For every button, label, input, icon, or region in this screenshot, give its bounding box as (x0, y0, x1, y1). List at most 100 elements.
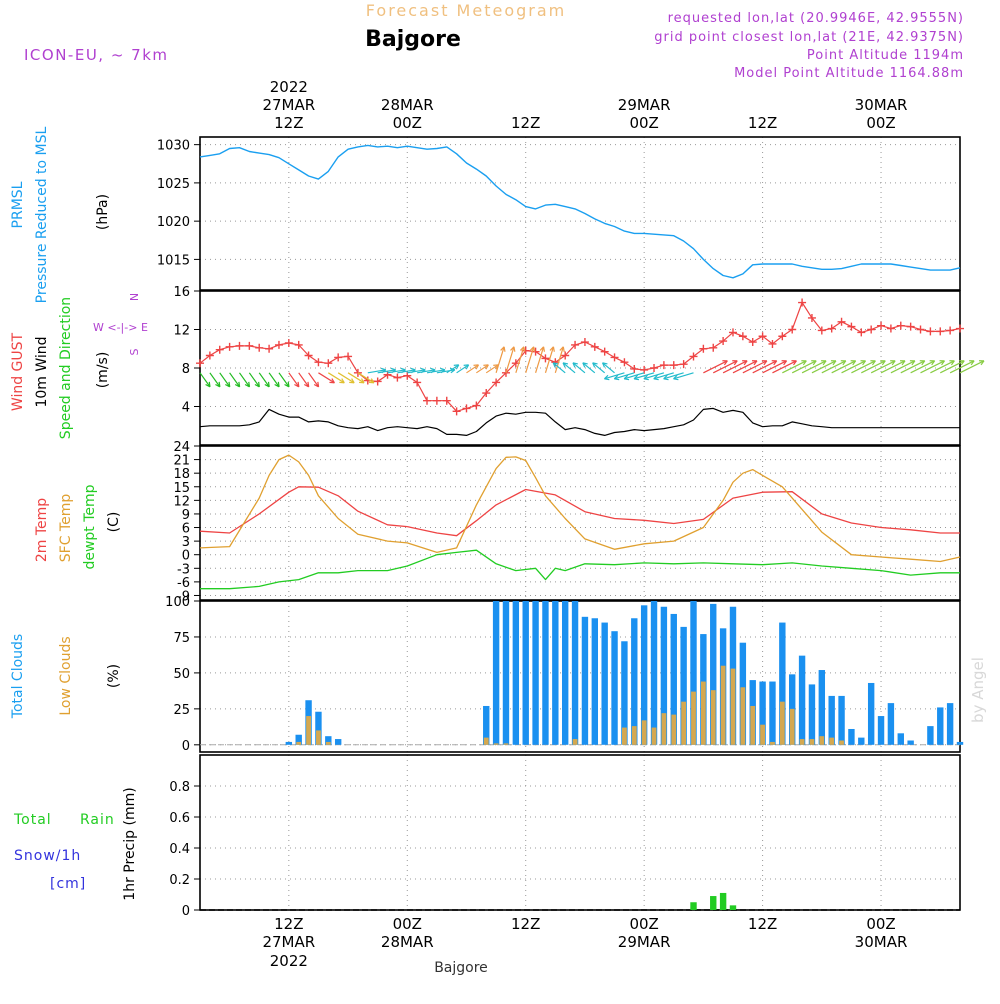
wind-arrow-head (274, 381, 280, 388)
total-cloud-bar (334, 739, 342, 745)
gust-marker (807, 313, 816, 322)
total-cloud-bar (946, 703, 954, 745)
wind-arrow-head (313, 381, 320, 388)
snow-label: Snow/1h (14, 848, 81, 864)
wind-arrow-head (529, 346, 536, 352)
bottom-day-label: 30MAR (855, 933, 908, 951)
footer-station: Bajgore (434, 960, 488, 976)
gust-marker (541, 354, 550, 363)
y-tick-label: 12 (173, 324, 190, 339)
low-cloud-bar (681, 701, 687, 745)
top-year-label: 2022 (270, 78, 308, 96)
gust-marker (432, 396, 441, 405)
wind-arrow-head (549, 346, 555, 352)
bottom-hour-label: 12Z (748, 915, 777, 933)
low-cloud-bar (651, 727, 657, 745)
total-cloud-bar (838, 695, 845, 745)
gust-marker (196, 359, 204, 368)
gust-marker (462, 404, 471, 413)
y-tick-label: 8 (182, 362, 190, 377)
total-cloud-bar (956, 741, 964, 745)
total-cloud-bar (769, 681, 776, 745)
wind-arrow-head (582, 362, 588, 368)
wind-arrow (890, 360, 916, 374)
watermark: by Angel (969, 657, 987, 723)
wind-arrow (258, 372, 270, 388)
wind-arrow (426, 369, 446, 374)
total-cloud-bar (631, 618, 638, 745)
gust-marker (768, 339, 777, 348)
wind-arrow (791, 360, 817, 374)
wind-arrow (851, 360, 876, 374)
gust-marker (284, 338, 293, 347)
wind-arrow (653, 372, 674, 380)
bottom-hour-label: 12Z (274, 915, 303, 933)
wind-arrow-head (742, 360, 748, 366)
low-cloud-bar (503, 743, 509, 745)
wind-arrow (495, 346, 505, 373)
total-cloud-bar (315, 711, 322, 745)
total-cloud-bar (670, 613, 677, 745)
gust-marker (738, 332, 747, 341)
gust-marker (620, 358, 629, 367)
wind-arrow (417, 369, 436, 374)
wind-arrow (544, 346, 555, 373)
wind-arrow (841, 360, 866, 374)
gust-marker (867, 325, 876, 334)
wind-arrow (347, 372, 365, 384)
total-cloud-bar (581, 616, 589, 745)
gust-marker (492, 378, 501, 387)
gust-marker (225, 342, 234, 351)
wind-arrow (407, 369, 426, 374)
station-title: Bajgore (365, 27, 461, 52)
wind10m-line (199, 407, 960, 436)
temp2m-line (199, 486, 960, 537)
wind-arrow-head (870, 360, 876, 366)
wind-arrow (623, 372, 645, 380)
y-tick-label: 0 (182, 549, 190, 564)
wind-arrow (870, 360, 896, 374)
gust-marker (689, 352, 698, 361)
gust-marker (600, 347, 609, 356)
low-cloud-bar (809, 739, 815, 745)
wind-arrow-head (601, 362, 608, 368)
wind-arrow (554, 346, 564, 373)
low-cloud-bar (316, 730, 321, 745)
low-cloud-bar (720, 665, 726, 745)
wind-arrow (910, 360, 935, 374)
wind-arrow (949, 360, 975, 374)
wind-arrow-head (559, 346, 565, 352)
gust-marker (827, 324, 836, 333)
gust-marker (274, 340, 283, 349)
low-cloud-bar (671, 714, 677, 745)
wind-arrow-head (500, 346, 506, 352)
wind-arrow-head (463, 364, 470, 370)
wind-arrow (712, 360, 738, 374)
low-cloud-bar (483, 737, 489, 745)
wind-arrow (861, 360, 886, 374)
wind-arrow (703, 360, 728, 374)
y-tick-label: 21 (173, 454, 190, 469)
y-tick-label: 0.6 (169, 811, 190, 826)
wind-arrow-head (969, 360, 975, 366)
wind-arrow (278, 372, 290, 388)
wind-arrow-head (840, 360, 847, 366)
total-cloud-bar (621, 641, 628, 745)
model-label: ICON-EU, ~ 7km (24, 46, 169, 64)
y-tick-label: 1015 (157, 253, 190, 268)
wind-arrow (602, 362, 615, 374)
total-cloud-bar (660, 606, 668, 745)
total-cloud-bar (808, 684, 816, 745)
sfc-temp-line (199, 454, 961, 563)
wind-arrow-head (900, 360, 906, 366)
gust-marker (571, 340, 580, 349)
sfc-temp-label: SFC Temp (58, 494, 74, 563)
point-altitude: Point Altitude 1194m (807, 48, 964, 63)
panel-frame (199, 136, 961, 291)
time-axes: 12Z 12Z 00Z 00Z 12Z 12Z 00Z 00Z 12Z 12Z 00Z 00Z 27MA… (262, 78, 907, 970)
wind-arrow (572, 362, 586, 374)
wind-arrow (592, 362, 606, 374)
gust-marker (403, 371, 412, 380)
gust-marker (482, 389, 491, 398)
wind-arrow (782, 360, 807, 374)
